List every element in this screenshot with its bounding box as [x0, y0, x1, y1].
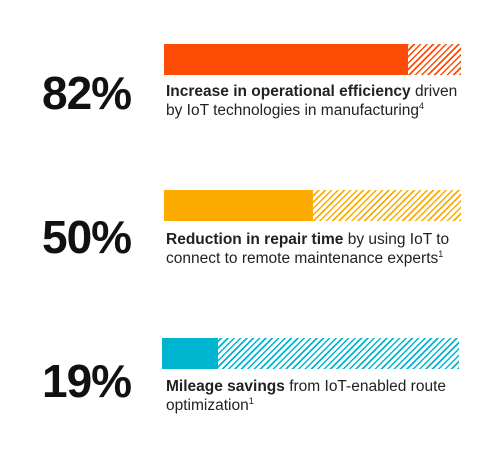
footnote-marker: 1 [248, 395, 254, 406]
stat-caption: Reduction in repair time by using IoT to… [166, 230, 466, 268]
caption-bold: Increase in operational efficiency [166, 83, 411, 100]
footnote-marker: 1 [438, 248, 444, 259]
caption-text: driven by IoT technologies in manufactur… [166, 83, 458, 119]
bar-hatched-remainder [407, 44, 461, 75]
bar-hatched-remainder [218, 338, 459, 369]
footnote-marker: 4 [419, 100, 425, 111]
stat-block-2: 50% Reduction in repair time by using Io… [0, 0, 491, 267]
stat-value: 82% [42, 67, 132, 119]
bar-fill [162, 338, 219, 369]
bar-track [164, 190, 461, 221]
bar-track [162, 338, 459, 369]
stat-value: 19% [42, 355, 132, 407]
caption-text: from IoT-enabled route optimization [166, 378, 447, 414]
caption-text: by using IoT to connect to remote mainte… [166, 231, 450, 267]
bar-track [164, 44, 461, 75]
bar-hatched-remainder [312, 190, 461, 221]
stat-caption: Mileage savings from IoT-enabled route o… [166, 377, 466, 415]
bar-fill [164, 44, 408, 75]
stat-block-1: 82% Increase in operational efficiency d… [0, 0, 491, 120]
stat-block-3: 19% Mileage savings from IoT-enabled rou… [0, 0, 491, 414]
bar-fill [164, 190, 313, 221]
caption-bold: Reduction in repair time [166, 231, 344, 248]
stat-value: 50% [42, 211, 132, 263]
caption-bold: Mileage savings [166, 378, 285, 395]
stat-caption: Increase in operational efficiency drive… [166, 82, 466, 120]
